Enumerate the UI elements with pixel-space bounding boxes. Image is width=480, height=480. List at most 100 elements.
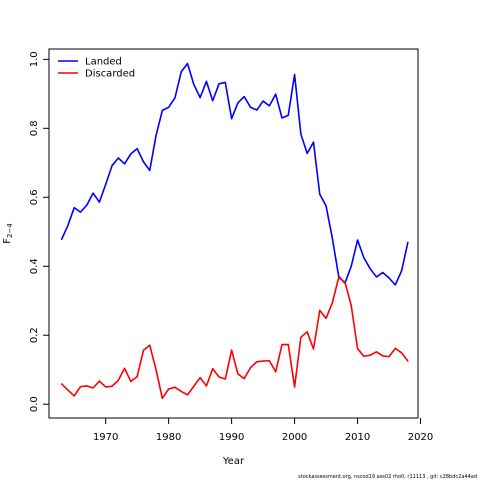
data-point-discarded <box>306 331 308 333</box>
data-point-discarded <box>136 376 138 378</box>
data-point-landed <box>193 83 195 86</box>
x-tick-label: 1990 <box>219 432 244 443</box>
data-point-discarded <box>262 360 264 362</box>
data-point-discarded <box>98 380 100 382</box>
data-point-landed <box>86 204 88 206</box>
data-point-discarded <box>212 368 214 370</box>
data-point-landed <box>218 83 220 85</box>
data-point-landed <box>231 118 233 120</box>
data-point-landed <box>243 95 245 98</box>
data-point-landed <box>149 169 151 171</box>
data-point-landed <box>155 134 157 137</box>
data-point-discarded <box>243 378 245 380</box>
x-tick-label: 2010 <box>345 432 370 443</box>
data-point-discarded <box>325 317 327 319</box>
y-tick-label: 0.6 <box>29 189 40 205</box>
data-point-discarded <box>388 356 390 358</box>
data-point-landed <box>174 97 176 99</box>
data-point-discarded <box>193 385 195 387</box>
data-point-discarded <box>275 371 277 373</box>
data-point-discarded <box>79 386 82 388</box>
data-point-landed <box>73 207 75 209</box>
series-layer <box>60 62 409 400</box>
footer-note: stockassessment.org, nscod19 ass02 rho0,… <box>298 474 477 480</box>
data-point-landed <box>262 100 264 102</box>
data-point-discarded <box>123 367 126 369</box>
data-point-landed <box>363 257 365 259</box>
data-point-discarded <box>67 389 69 391</box>
data-point-landed <box>105 183 107 186</box>
data-point-discarded <box>300 336 302 338</box>
data-point-discarded <box>205 385 208 387</box>
data-point-landed <box>79 211 82 213</box>
data-point-discarded <box>382 355 384 357</box>
data-point-discarded <box>407 360 409 362</box>
data-point-discarded <box>186 394 189 396</box>
data-point-landed <box>331 237 333 239</box>
data-point-landed <box>180 71 182 73</box>
x-tick-label: 1980 <box>156 432 181 443</box>
data-point-landed <box>356 239 359 241</box>
data-point-landed <box>142 161 145 163</box>
data-point-landed <box>186 62 189 65</box>
data-point-discarded <box>356 348 359 350</box>
y-axis-label-main: F <box>2 238 13 244</box>
data-point-landed <box>369 268 371 270</box>
data-point-discarded <box>237 373 239 375</box>
data-point-discarded <box>130 380 132 383</box>
data-point-discarded <box>168 388 170 390</box>
data-point-landed <box>249 106 252 108</box>
x-tick-label: 2000 <box>282 432 307 443</box>
data-point-discarded <box>199 377 201 379</box>
data-point-discarded <box>331 302 333 304</box>
data-point-landed <box>293 73 296 76</box>
data-point-discarded <box>117 379 119 382</box>
data-point-landed <box>212 100 214 102</box>
data-point-discarded <box>161 397 163 399</box>
series-line-discarded <box>61 276 409 400</box>
x-axis-label: Year <box>222 456 245 467</box>
data-point-landed <box>136 148 138 150</box>
data-point-discarded <box>394 347 396 349</box>
data-point-discarded <box>363 355 365 357</box>
data-point-landed <box>319 193 321 195</box>
data-point-landed <box>111 165 113 167</box>
data-point-discarded <box>105 386 107 388</box>
data-point-landed <box>388 277 390 279</box>
data-point-landed <box>268 105 270 107</box>
data-point-discarded <box>60 383 63 385</box>
data-point-landed <box>281 117 283 119</box>
data-point-discarded <box>287 343 289 346</box>
data-point-landed <box>98 201 100 203</box>
y-axis: 0.0 0.2 0.4 0.6 0.8 1.0 <box>29 51 49 412</box>
x-tick-label: 2020 <box>408 432 433 443</box>
data-point-landed <box>287 114 289 116</box>
plot-area-frame <box>48 48 419 419</box>
series-line-landed <box>60 62 409 286</box>
legend-label-discarded: Discarded <box>85 69 135 80</box>
data-point-landed <box>375 276 378 278</box>
data-point-discarded <box>375 351 378 353</box>
data-point-discarded <box>218 376 220 378</box>
data-point-discarded <box>344 281 346 283</box>
legend-label-landed: Landed <box>85 57 122 68</box>
y-tick-label: 0.2 <box>29 327 40 343</box>
data-point-landed <box>67 224 69 227</box>
y-tick-label: 0.4 <box>29 258 40 274</box>
data-point-landed <box>401 270 403 272</box>
y-tick-label: 1.0 <box>29 51 40 67</box>
data-point-landed <box>161 109 163 111</box>
data-point-landed <box>394 284 396 286</box>
data-point-landed <box>224 81 226 84</box>
data-point-discarded <box>180 390 182 393</box>
data-point-discarded <box>338 277 340 279</box>
data-point-landed <box>407 241 409 243</box>
data-point-discarded <box>149 344 151 346</box>
data-point-discarded <box>281 343 283 346</box>
data-point-landed <box>300 133 302 135</box>
data-point-landed <box>117 157 119 159</box>
data-point-discarded <box>231 349 233 351</box>
data-point-landed <box>237 102 239 104</box>
